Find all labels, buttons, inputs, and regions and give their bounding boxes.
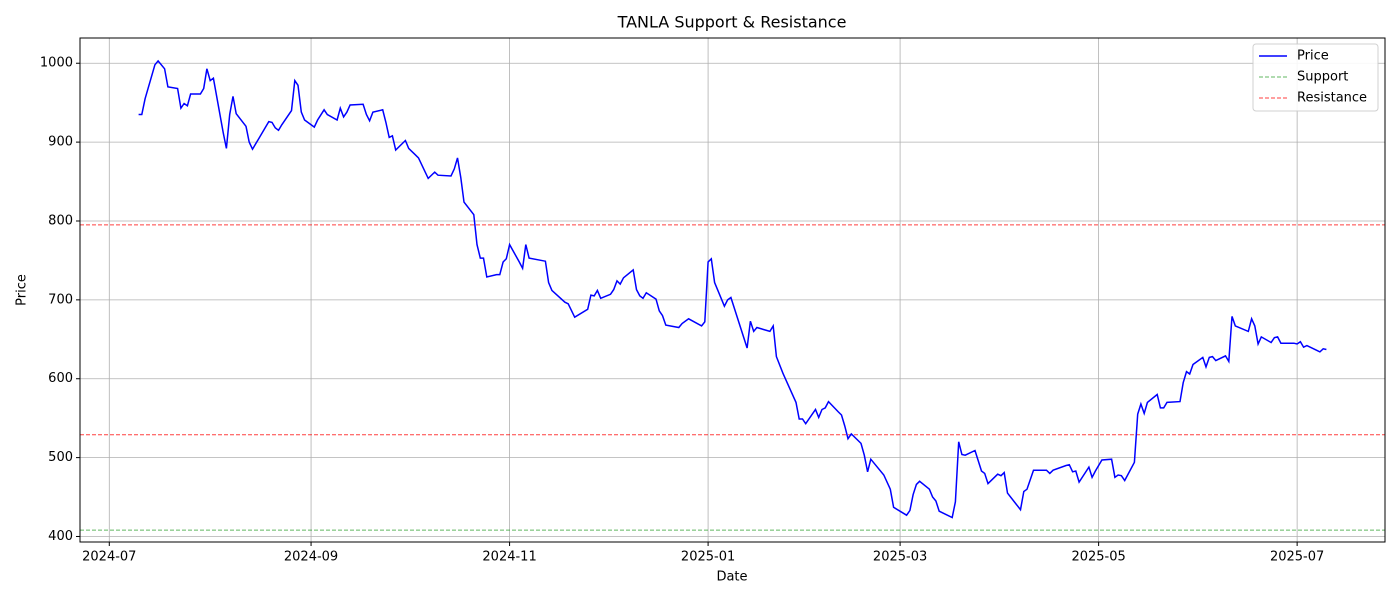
legend-label: Support [1297,70,1348,85]
legend-label: Resistance [1297,91,1367,106]
x-tick-label: 2025-03 [873,550,927,565]
y-axis-label: Price [15,274,30,306]
x-tick-label: 2024-07 [82,550,136,565]
legend: Price Support Resistance [1252,43,1379,112]
y-tick-label: 600 [48,371,73,386]
y-tick-label: 400 [48,529,73,544]
x-tick-label: 2025-07 [1270,550,1324,565]
y-tick-label: 800 [48,213,73,228]
legend-label: Price [1297,49,1329,64]
price-line [138,59,1327,519]
x-axis-label: Date [716,570,747,585]
x-tick-label: 2025-05 [1071,550,1125,565]
y-tick-label: 900 [48,135,73,150]
y-tick-label: 500 [48,450,73,465]
x-tick-label: 2024-11 [482,550,536,565]
x-tick-label: 2025-01 [681,550,735,565]
y-tick-label: 700 [48,292,73,307]
chart-title: TANLA Support & Resistance [617,13,847,32]
plot-frame [79,37,1386,543]
x-tick-label: 2024-09 [284,550,338,565]
legend-box [1252,43,1379,112]
y-tick-label: 1000 [40,56,73,71]
